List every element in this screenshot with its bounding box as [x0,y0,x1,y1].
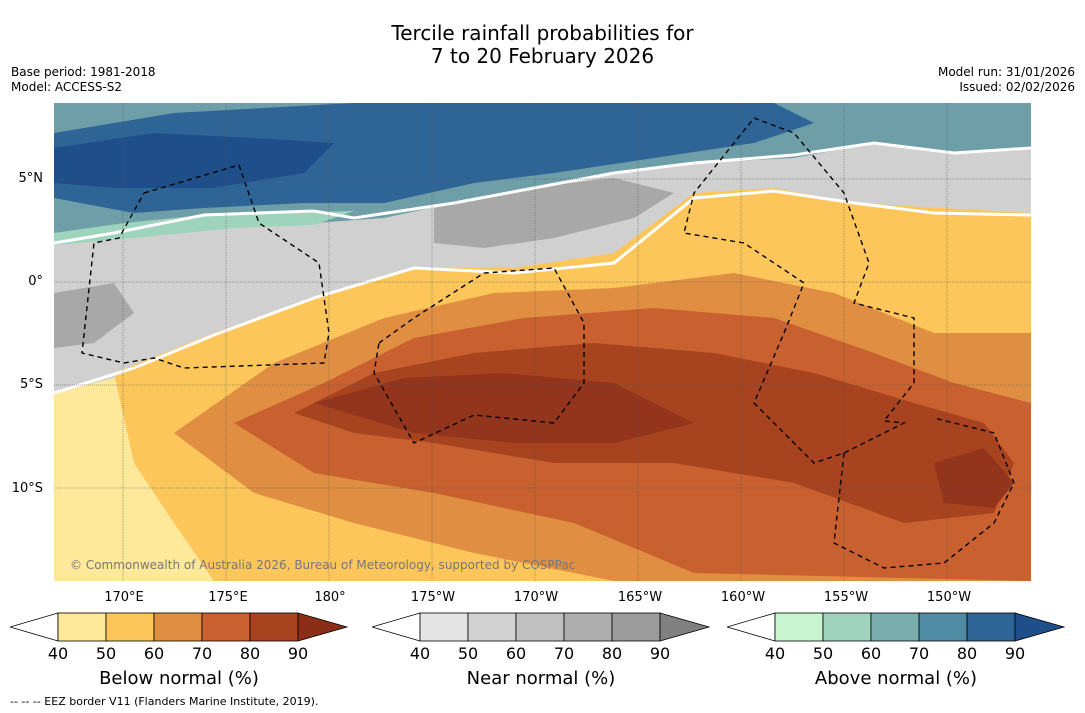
colorbar-segment [563,612,613,642]
lon-label-175e: 175°E [208,590,248,605]
below-normal-core-east [934,448,1014,508]
map-gridlines [54,103,1031,581]
issued-date: Issued: 02/02/2026 [959,80,1075,94]
tercile-boundary-south [54,189,1031,395]
model-run: Model run: 31/01/2026 [937,65,1075,79]
lon-label-175w: 175°W [410,590,456,605]
lon-label-150w: 150°W [926,590,972,605]
colorbar-tick-label: 60 [860,644,882,663]
eez-borders [81,117,1015,569]
colorbar-extend-low [372,612,421,642]
colorbar-segment [201,612,251,642]
rainfall-probability-map [54,103,1031,581]
colorbar-label-below-normal: Below normal (%) [99,668,259,689]
eez-border-footnote: -- -- -- EEZ border V11 (Flanders Marine… [10,695,319,708]
colorbar-tick-label: 90 [287,644,309,663]
colorbar-near-normal [372,612,710,642]
lon-label-155w: 155°W [823,590,869,605]
colorbar-extend-high [659,612,710,642]
colorbar-tick-label: 80 [601,644,623,663]
lat-label-5s: 5°S [19,377,43,392]
lon-label-165w: 165°W [617,590,663,605]
colorbar-segment [774,612,824,642]
colorbar-tick-label: 40 [47,644,69,663]
colorbar-segment [153,612,203,642]
colorbar-segment [870,612,920,642]
colorbar-tick-label: 40 [409,644,431,663]
base-period: Base period: 1981-2018 [11,65,156,79]
colorbar-tick-label: 90 [649,644,671,663]
lat-label-0: 0° [28,274,43,289]
colorbar-extend-high [1014,612,1065,642]
lon-label-170w: 170°W [513,590,559,605]
title-line-2: 7 to 20 February 2026 [430,44,655,68]
colorbar-segment [249,612,299,642]
colorbar-segment [822,612,872,642]
near-normal-west [54,283,134,348]
above-normal-light [54,211,354,245]
lat-label-5n: 5°N [18,171,44,186]
above-normal-core [54,103,814,213]
colorbar-tick-label: 80 [956,644,978,663]
colorbar-tick-label: 40 [764,644,786,663]
colorbar-label-above-normal: Above normal (%) [814,668,978,689]
colorbar-tick-label: 90 [1004,644,1026,663]
colorbar-tick-label: 60 [505,644,527,663]
colorbar-tick-label: 70 [553,644,575,663]
colorbar-above-normal [727,612,1065,642]
lon-label-170e: 170°E [104,590,144,605]
model-name: Model: ACCESS-S2 [11,80,123,94]
lat-label-10s: 10°S [11,481,43,496]
colorbar-segment [105,612,155,642]
colorbar-tick-label: 60 [143,644,165,663]
colorbar-tick-label: 50 [457,644,479,663]
lon-label-180: 180° [314,590,346,605]
colorbar-extend-low [10,612,59,642]
colorbar-segment [966,612,1016,642]
colorbar-tick-label: 80 [239,644,261,663]
colorbar-segment [515,612,565,642]
colorbar-tick-label: 50 [95,644,117,663]
colorbar-segment [467,612,517,642]
copyright-notice: © Commonwealth of Australia 2026, Bureau… [70,558,576,572]
colorbar-tick-label: 70 [908,644,930,663]
colorbar-below-normal [10,612,348,642]
tercile-boundary-north [54,141,1031,245]
lon-label-160w: 160°W [720,590,766,605]
colorbar-extend-high [297,612,348,642]
colorbar-segment [57,612,107,642]
colorbar-tick-label: 70 [191,644,213,663]
above-normal-deep [54,133,334,188]
colorbar-label-near-normal: Near normal (%) [466,668,616,689]
colorbar-segment [419,612,469,642]
colorbar-extend-low [727,612,776,642]
colorbar-tick-label: 50 [812,644,834,663]
colorbar-segment [918,612,968,642]
colorbar-segment [611,612,661,642]
title-line-1: Tercile rainfall probabilities for [391,21,694,45]
below-normal-core-region [314,373,694,443]
